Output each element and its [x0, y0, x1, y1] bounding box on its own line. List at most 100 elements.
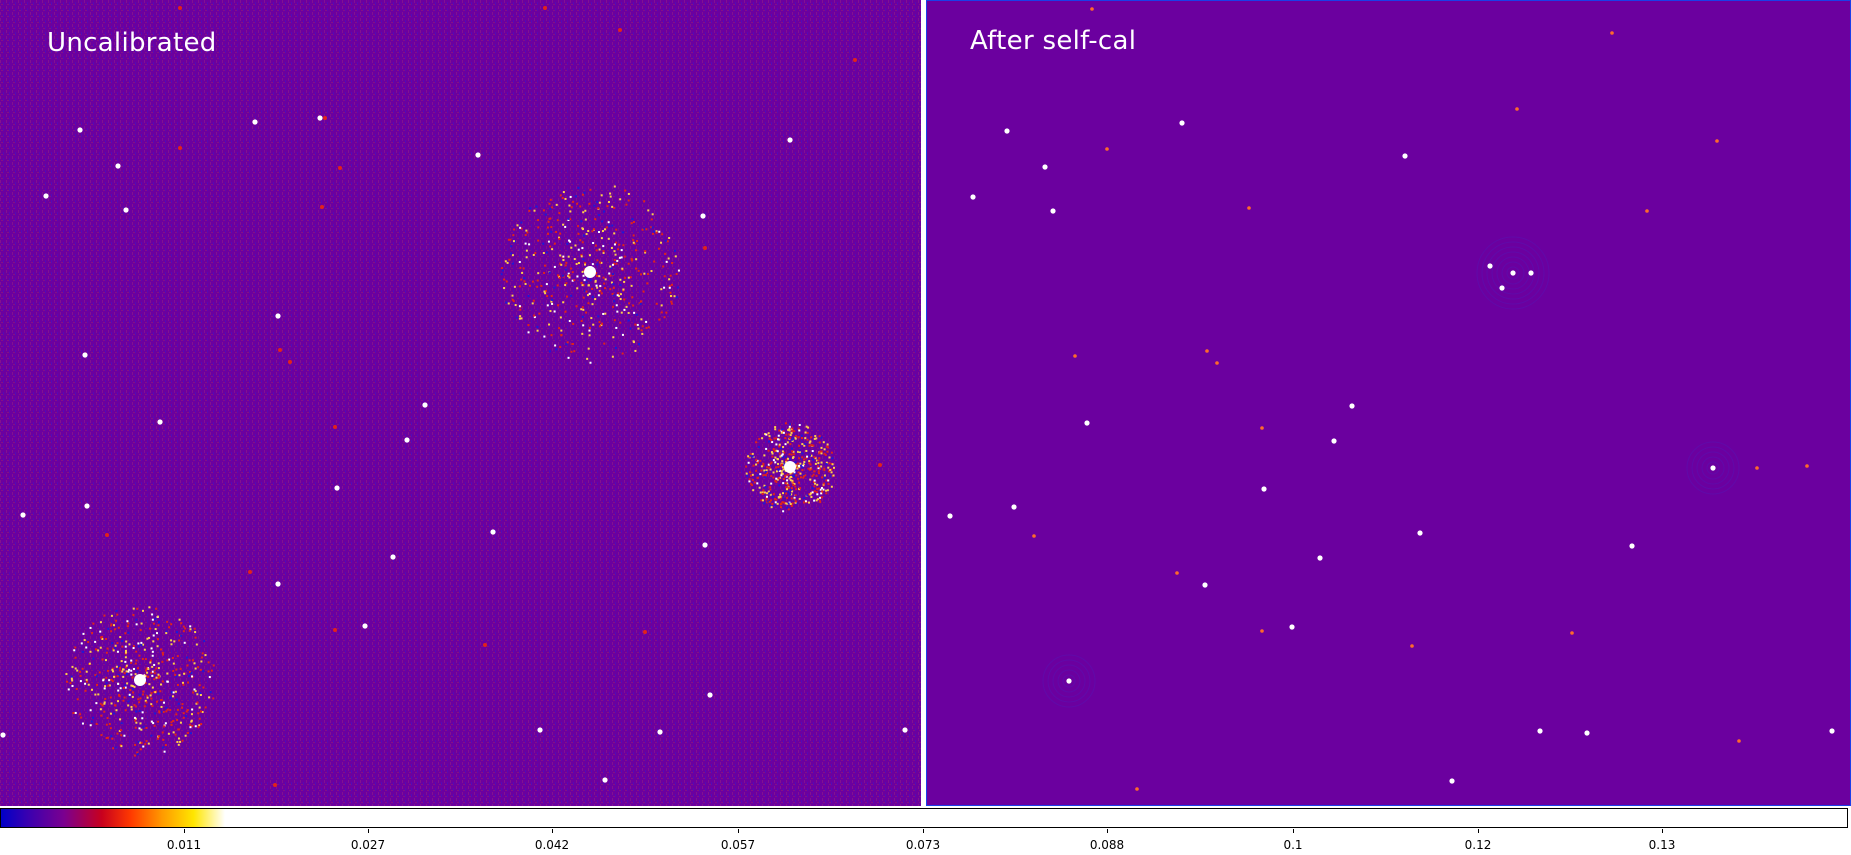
colorbar-tick [738, 829, 739, 833]
ring-artifact [1057, 669, 1081, 693]
colorbar-tick [1662, 829, 1663, 833]
colorbar-tick-label: 0.1 [1283, 838, 1303, 852]
point-source [77, 127, 83, 133]
faint-source [543, 6, 547, 10]
point-source [1710, 465, 1716, 471]
ring-artifact [1042, 654, 1096, 708]
point-source [1202, 582, 1208, 588]
point-source [362, 623, 368, 629]
faint-source [1260, 629, 1264, 633]
point-source [947, 513, 953, 519]
point-source [707, 692, 713, 698]
self-cal-image [927, 1, 1850, 805]
ring-artifact [1696, 451, 1730, 485]
ring-artifact [1476, 236, 1550, 310]
ring-artifact [1691, 446, 1735, 490]
point-source [1042, 164, 1048, 170]
point-source [334, 485, 340, 491]
colorbar-tick-label: 0.13 [1648, 838, 1676, 852]
faint-source [1805, 464, 1809, 468]
point-source [1499, 285, 1505, 291]
colorbar-tick [1293, 829, 1294, 833]
point-source [902, 727, 908, 733]
point-source [537, 727, 543, 733]
faint-source [1410, 644, 1414, 648]
uncalibrated-image-panel: Uncalibrated [0, 0, 921, 806]
ring-artifact [1481, 241, 1545, 305]
faint-source [333, 628, 337, 632]
faint-source [320, 205, 324, 209]
colorbar-tick [184, 829, 185, 833]
clean-background [927, 1, 1850, 805]
point-source [82, 352, 88, 358]
colorbar-tick [368, 829, 369, 833]
colorbar-tick-label: 0.027 [350, 838, 386, 852]
ring-artifact [1501, 261, 1525, 285]
point-source [1050, 208, 1056, 214]
faint-source [323, 116, 327, 120]
point-source [1179, 120, 1185, 126]
point-source [490, 529, 496, 535]
point-source [700, 213, 706, 219]
point-source [1331, 438, 1337, 444]
point-source [43, 193, 49, 199]
point-source [1510, 270, 1516, 276]
faint-source [1205, 349, 1209, 353]
point-source [1289, 624, 1295, 630]
point-source [475, 152, 481, 158]
ring-artifact [1047, 659, 1091, 703]
point-source [252, 119, 258, 125]
faint-source [483, 643, 487, 647]
point-source [390, 554, 396, 560]
point-source [275, 581, 281, 587]
sidelobe-cluster [65, 606, 215, 757]
point-source [1261, 486, 1267, 492]
faint-source [273, 783, 277, 787]
faint-source [1715, 139, 1719, 143]
point-source [787, 137, 793, 143]
sidelobe-cluster [500, 185, 680, 364]
ring-artifact [1686, 441, 1740, 495]
point-source [404, 437, 410, 443]
point-source [317, 115, 323, 121]
uncalibrated-image [0, 0, 921, 806]
ring-artifact [1701, 456, 1725, 480]
faint-source [1755, 466, 1759, 470]
point-source [1317, 555, 1323, 561]
colorbar-tick-label: 0.073 [905, 838, 941, 852]
point-source [702, 542, 708, 548]
faint-source [618, 28, 622, 32]
sidelobe-cluster [745, 422, 836, 513]
point-source [1537, 728, 1543, 734]
colorbar-tick [552, 829, 553, 833]
point-source [84, 503, 90, 509]
ring-artifact [1491, 251, 1535, 295]
faint-source [333, 425, 337, 429]
point-source [1349, 403, 1355, 409]
point-source [123, 207, 129, 213]
point-source [1004, 128, 1010, 134]
point-source [602, 777, 608, 783]
point-source [1402, 153, 1408, 159]
faint-source [1570, 631, 1574, 635]
ring-artifact [1486, 246, 1540, 300]
ring-artifact [1062, 674, 1076, 688]
faint-source [1515, 107, 1519, 111]
point-source [1417, 530, 1423, 536]
colorbar-ticks: 0.011 0.027 0.042 0.057 0.073 0.088 0.1 0.12 0.1… [0, 829, 1851, 855]
faint-source [248, 570, 252, 574]
colorbar-gradient [1, 809, 225, 827]
ring-artifact [1506, 266, 1520, 280]
faint-source [1032, 534, 1036, 538]
point-source [1629, 543, 1635, 549]
point-source [0, 732, 6, 738]
faint-source [853, 58, 857, 62]
faint-source [1610, 31, 1614, 35]
point-source [1487, 263, 1493, 269]
faint-source [878, 463, 882, 467]
uncalibrated-panel-title: Uncalibrated [47, 28, 217, 58]
faint-source [643, 630, 647, 634]
faint-source [1135, 787, 1139, 791]
point-source [1829, 728, 1835, 734]
ring-artifact [1706, 461, 1720, 475]
